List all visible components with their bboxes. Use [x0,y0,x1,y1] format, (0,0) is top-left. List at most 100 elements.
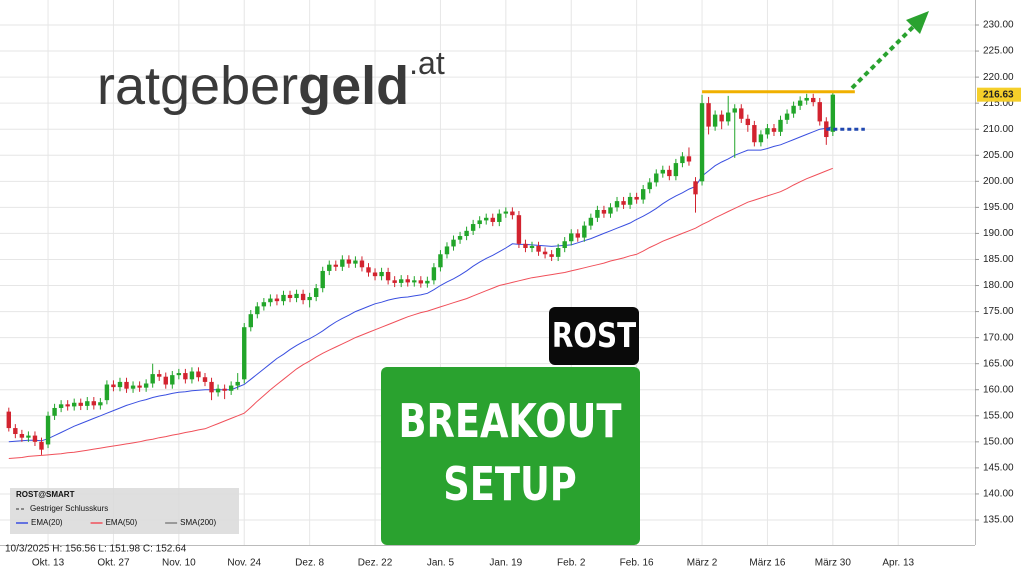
x-tick-label: Okt. 13 [32,558,65,569]
candle-body [170,375,175,385]
candle-body [39,441,44,450]
candle-body [157,374,162,377]
candle-body [739,108,744,119]
x-tick-label: Jan. 5 [427,558,455,569]
ticker-badge: ROST [552,316,637,355]
candle-body [215,388,221,393]
y-tick-label: 210.00 [983,124,1014,135]
candle-body [287,294,293,299]
candle-body [582,225,587,238]
candle-body [562,241,567,249]
candle-body [392,280,397,283]
candle-body [614,201,620,208]
candle-body [385,271,391,281]
candle-body [699,103,705,182]
candle-body [497,213,502,222]
candle-body [26,435,31,438]
candle-body [248,314,253,328]
candle-body [117,381,123,388]
candle-body [91,401,97,406]
x-tick-label: Nov. 24 [227,558,261,569]
x-tick-label: Dez. 8 [295,558,324,569]
candle-body [536,245,541,252]
candle-body [457,236,463,240]
candle-body [516,215,522,244]
candle-body [294,293,299,299]
candle-body [111,384,116,388]
candle-body [98,402,103,406]
legend-label: SMA(200) [180,518,216,527]
candle-body [464,230,469,237]
legend: EMA(20) EMA(50) SMA(200) [16,518,216,527]
candle-body [261,302,267,307]
logo: ratgebergeld.at [97,45,445,116]
candle-body [379,271,384,277]
candle-body [19,434,25,438]
logo-bold: geld [298,56,409,116]
candle-body [706,103,711,127]
candle-body [32,435,38,442]
candle-body [745,118,751,126]
y-tick-label: 225.00 [983,46,1014,57]
candle-body [555,248,561,257]
candle-body [503,211,509,214]
candle-body [608,207,613,214]
y-tick-label: 150.00 [983,436,1014,447]
candle-body [333,264,338,267]
candle-body [85,401,90,406]
candle-body [176,373,182,376]
candle-body [588,217,594,226]
candle-body [196,371,201,378]
candle-body [6,411,11,429]
candle-body [143,383,149,388]
candle-body [830,94,836,132]
candle-body [804,97,809,101]
candle-body [601,209,607,214]
grid [0,0,975,545]
candle-body [640,189,646,200]
candle-body [281,294,286,302]
candle-body [412,280,417,283]
candle-body [228,385,234,391]
candle-body [647,182,652,190]
x-tick-label: März 16 [749,558,786,569]
candle-body [52,407,57,416]
candle-body [791,105,796,114]
candle-body [686,156,692,162]
x-tick-label: Okt. 27 [97,558,130,569]
candle-body [268,298,273,303]
candle-body [405,279,410,283]
candle-body [438,254,443,268]
marks [6,11,929,459]
candle-body [660,169,665,174]
candle-body [811,97,816,103]
candle-body [313,288,319,297]
candle-body [65,404,70,407]
y-tick-label: 175.00 [983,306,1014,317]
y-tick-label: 140.00 [983,489,1014,500]
y-tick-label: 200.00 [983,176,1014,187]
candle-body [569,233,574,242]
y-tick-label: 145.00 [983,463,1014,474]
candle-body [693,181,698,195]
candle-body [346,259,352,264]
y-tick-label: 230.00 [983,20,1014,31]
candle-body [732,108,737,113]
candle-body [340,259,345,267]
candle-body [621,201,626,205]
candle-body [366,267,371,273]
price-tag-box [977,87,1021,102]
legend-symbol: ROST@SMART [16,490,75,499]
y-tick-label: 155.00 [983,410,1014,421]
candle-body [222,388,227,391]
candle-body [451,239,456,247]
setup-line: BREAKOUT [398,394,622,448]
price-tag: 216.63 [983,89,1014,100]
candle-body [399,279,404,283]
candle-body [78,402,83,406]
candle-body [13,428,18,435]
y-tick-label: 190.00 [983,228,1014,239]
candle-body [490,217,495,222]
candle-body [752,125,757,143]
candle-body [726,112,731,122]
